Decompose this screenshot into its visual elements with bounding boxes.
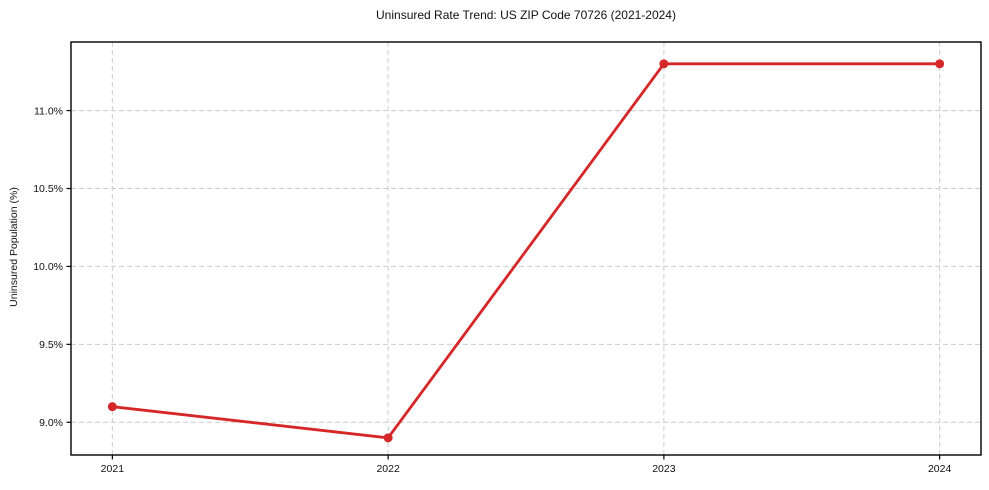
y-tick-label: 10.0% — [33, 261, 63, 273]
x-tick-label: 2021 — [101, 463, 125, 475]
data-point-marker — [659, 59, 669, 69]
data-line — [110, 62, 942, 440]
y-tick-label: 9.0% — [39, 417, 63, 429]
data-point-marker — [107, 402, 117, 412]
plot-border — [70, 41, 982, 456]
x-tick-label: 2024 — [928, 463, 952, 475]
y-tick-label: 11.0% — [34, 105, 63, 117]
data-point-marker — [383, 433, 393, 443]
x-tick-label: 2023 — [652, 463, 676, 475]
chart-title: Uninsured Rate Trend: US ZIP Code 70726 … — [376, 8, 676, 22]
x-tick-label: 2022 — [376, 463, 400, 475]
y-tick-label: 9.5% — [39, 339, 63, 351]
y-tick-label: 10.5% — [33, 183, 63, 195]
data-point-marker — [935, 59, 945, 69]
